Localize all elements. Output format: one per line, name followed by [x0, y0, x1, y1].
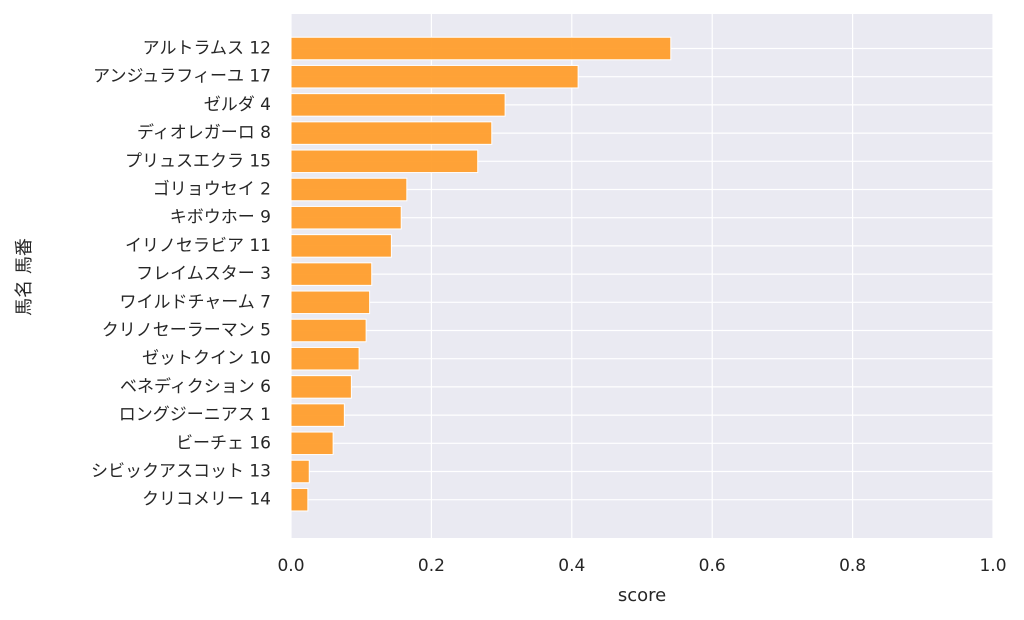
- x-tick-label-2: 0.4: [558, 556, 585, 576]
- bar-15: [290, 459, 310, 484]
- bar-11: [290, 346, 360, 371]
- bars: [290, 36, 672, 512]
- bar-13: [290, 403, 345, 427]
- y-tick-label-3: ディオレガーロ 8: [137, 122, 271, 143]
- y-tick-label-9: ワイルドチャーム 7: [119, 292, 271, 312]
- x-tick-label-5: 1.0: [979, 556, 1006, 576]
- bar-9: [290, 290, 371, 315]
- bar-5: [290, 177, 408, 202]
- bar-8: [290, 262, 373, 286]
- y-tick-label-5: ゴリョウセイ 2: [153, 179, 271, 200]
- y-tick-label-13: ロングジーニアス 1: [119, 405, 271, 425]
- y-tick-label-6: キボウホー 9: [170, 208, 271, 228]
- bar-6: [290, 205, 402, 230]
- x-tick-label-0: 0.0: [277, 556, 304, 576]
- bar-0: [290, 36, 672, 61]
- bar-16: [290, 487, 309, 512]
- bar-4: [290, 149, 479, 174]
- x-tick-label-4: 0.8: [839, 556, 866, 576]
- y-tick-label-2: ゼルダ 4: [204, 95, 271, 115]
- y-axis-label: 馬名 馬番: [14, 238, 35, 316]
- x-axis-label: score: [618, 585, 666, 606]
- y-tick-label-4: プリュスエクラ 15: [125, 151, 271, 171]
- bar-3: [290, 121, 493, 145]
- y-tick-label-11: ゼットクイン 10: [142, 349, 271, 369]
- bar-14: [290, 431, 334, 456]
- x-tick-label-1: 0.2: [418, 556, 445, 576]
- plot-background: [291, 14, 993, 538]
- x-tick-label-3: 0.6: [699, 556, 726, 576]
- y-tick-label-1: アンジュラフィーユ 17: [93, 67, 271, 87]
- y-tick-label-15: シビックアスコット 13: [91, 462, 271, 482]
- bar-7: [290, 234, 392, 258]
- bar-12: [290, 375, 352, 399]
- bar-10: [290, 318, 367, 343]
- y-tick-label-16: クリコメリー 14: [142, 490, 271, 510]
- y-tick-label-8: フレイムスター 3: [136, 264, 271, 284]
- y-tick-label-7: イリノセラビア 11: [125, 236, 271, 256]
- y-tick-label-12: ベネディクション 6: [120, 376, 271, 397]
- y-tick-labels: アルトラムス 12 アンジュラフィーユ 17 ゼルダ 4 ディオレガーロ 8 プリュスエ…: [91, 39, 271, 510]
- y-tick-label-10: クリノセーラーマン 5: [102, 321, 271, 341]
- y-tick-label-0: アルトラムス 12: [143, 39, 271, 59]
- x-tick-labels: 0.0 0.2 0.4 0.6 0.8 1.0: [277, 556, 1006, 576]
- y-tick-label-14: ビーチェ 16: [176, 433, 271, 453]
- bar-1: [290, 64, 579, 89]
- bar-2: [290, 93, 506, 117]
